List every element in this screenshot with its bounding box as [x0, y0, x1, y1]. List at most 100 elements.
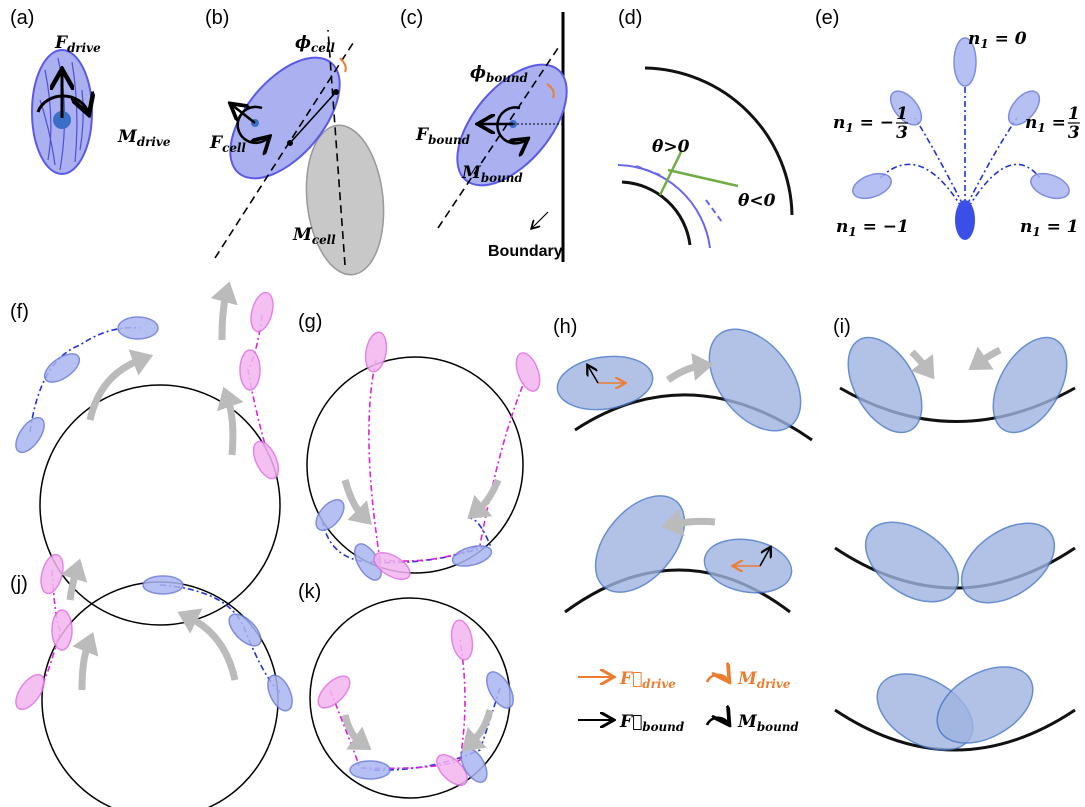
- trajectory: [369, 360, 525, 561]
- symbol: M: [117, 127, 138, 147]
- math-label: Fbound: [415, 125, 471, 147]
- subscript: cell: [311, 41, 335, 55]
- trajectory: [330, 640, 465, 768]
- math-label: n1 = −1: [836, 217, 909, 239]
- symbol: F⃗: [619, 712, 642, 732]
- math-label: Mbound: [737, 712, 799, 734]
- direction-arrow: [90, 360, 140, 420]
- symbol: ϕ: [470, 63, 486, 83]
- symbol: F⃗: [619, 669, 642, 689]
- cell: [449, 619, 476, 662]
- panel-label: (f): [10, 301, 29, 323]
- direction-arrow: [222, 295, 226, 340]
- cell: [10, 413, 49, 457]
- cell: [1027, 169, 1072, 203]
- cell: [37, 552, 67, 596]
- subscript: bound: [428, 133, 471, 147]
- relation: = 0: [989, 29, 1027, 49]
- direction-arrow: [82, 645, 88, 690]
- legend-icon: [707, 718, 728, 725]
- direction-arrow: [70, 572, 76, 600]
- cell: [143, 576, 183, 594]
- cell: [691, 312, 819, 448]
- cell: [849, 169, 894, 203]
- cell: [481, 668, 518, 713]
- cell: [311, 495, 349, 535]
- panel-label: (c): [400, 7, 423, 29]
- pointer: [532, 212, 548, 228]
- symbol: n: [836, 217, 848, 237]
- cell: [363, 331, 390, 374]
- cell: [224, 609, 266, 651]
- cell: [52, 610, 72, 650]
- panel-label: (d): [618, 7, 642, 29]
- cell: [240, 350, 260, 390]
- relation: =: [1046, 113, 1066, 133]
- symbol: ϕ: [295, 33, 311, 53]
- subscript: 1: [1037, 121, 1045, 135]
- subscript: bound: [757, 720, 800, 734]
- angle-arc: [340, 58, 346, 72]
- denominator: 3: [1068, 123, 1080, 143]
- subscript: drive: [757, 677, 791, 691]
- direction-arrow: [472, 710, 490, 742]
- symbol: M: [737, 669, 758, 689]
- cell: [978, 325, 1082, 445]
- relation: = −: [854, 113, 894, 133]
- boundary: [307, 357, 523, 573]
- denominator: 3: [896, 123, 908, 143]
- math-label: Mdrive: [737, 669, 791, 691]
- cell: [313, 671, 355, 713]
- symbol: n: [833, 113, 845, 133]
- inner-boundary: [622, 182, 690, 245]
- numerator: 1: [896, 104, 908, 124]
- tangent: [636, 166, 660, 175]
- subscript: bound: [481, 171, 524, 185]
- panel-e: [849, 38, 1072, 240]
- panel-k: [310, 598, 519, 798]
- symbol: M: [292, 225, 313, 245]
- direction-arrow: [345, 715, 360, 742]
- panel-h: [554, 312, 819, 612]
- cell: [350, 761, 390, 779]
- math-label: Fdrive: [54, 33, 101, 55]
- figure: (a) (b) (c) (d) (e) (f) (g) (h) (i) (j) …: [0, 0, 1085, 807]
- panel-labels: (a) (b) (c) (d) (e) (f) (g) (h) (i) (j) …: [10, 7, 851, 603]
- panel-label: (g): [298, 311, 322, 333]
- subscript: bound: [642, 720, 685, 734]
- direction-arrow: [912, 352, 926, 368]
- panel-label: (e): [815, 7, 839, 29]
- panel-label: (j): [10, 573, 28, 595]
- panel-label: (a): [10, 7, 34, 29]
- panel-g: [307, 331, 544, 585]
- cell: [40, 348, 84, 387]
- math-label: n1 = −: [833, 113, 894, 135]
- cell: [248, 438, 283, 483]
- cell: [512, 350, 544, 394]
- subscript: 1: [845, 121, 853, 135]
- angle-label: θ>0: [652, 137, 690, 157]
- tangent: [706, 200, 722, 222]
- subscript: cell: [312, 233, 336, 247]
- panel-label: (i): [833, 316, 851, 338]
- subscript: cell: [222, 141, 246, 155]
- panel-a: [32, 50, 92, 174]
- symbol: M: [737, 712, 758, 732]
- cell: [851, 506, 973, 618]
- relation: = −1: [857, 217, 909, 237]
- math-label: F⃗bound: [619, 712, 685, 734]
- subscript: 1: [848, 225, 856, 239]
- legend-icon: [707, 675, 728, 682]
- panel-label: (b): [205, 7, 229, 29]
- cell: [833, 325, 937, 445]
- subscript: 1: [1032, 225, 1040, 239]
- direction-arrow: [980, 350, 1000, 362]
- subscript: drive: [137, 135, 171, 149]
- cell-axis: [668, 170, 738, 186]
- origin-cell: [955, 200, 975, 240]
- math-label: n1 = 1: [1020, 217, 1079, 239]
- math-label: ϕbound: [470, 63, 529, 85]
- direction-arrow: [668, 366, 700, 380]
- symbol: M: [461, 163, 482, 183]
- direction-arrow: [345, 480, 362, 515]
